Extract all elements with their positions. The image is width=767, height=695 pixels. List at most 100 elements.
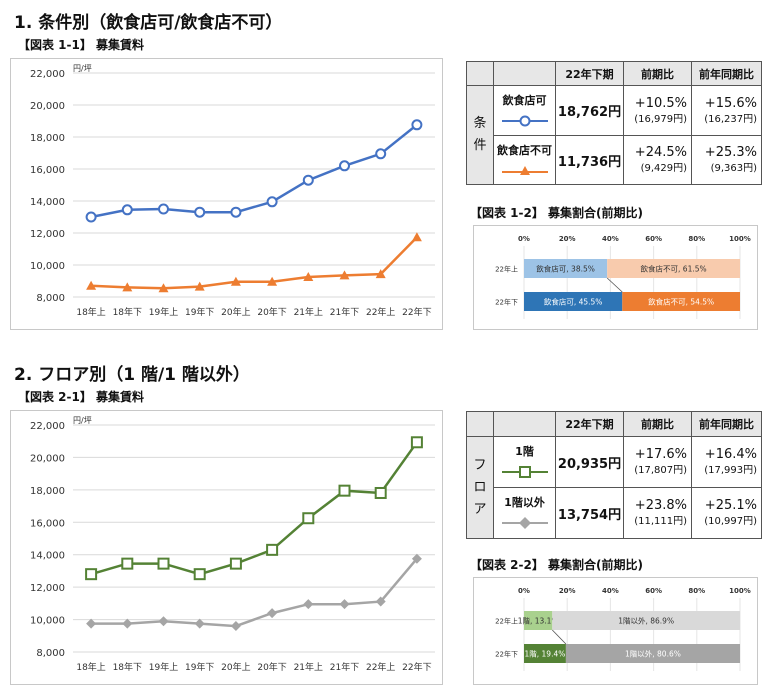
data-label: 1階, 13.1% bbox=[518, 616, 559, 626]
y-tick-label: 10,000 bbox=[30, 261, 65, 272]
col-header-period: 22年下期 bbox=[555, 411, 624, 437]
y-unit-label: 円/坪 bbox=[73, 64, 92, 73]
y-tick-label: 22,000 bbox=[30, 421, 65, 432]
data-point bbox=[411, 553, 422, 564]
data-point bbox=[85, 211, 97, 223]
x-tick-label: 19年下 bbox=[185, 306, 214, 318]
x-tick-label: 20年上 bbox=[221, 306, 250, 318]
series-line bbox=[90, 441, 418, 576]
connector-line bbox=[552, 629, 567, 645]
y-tick-label: 10,000 bbox=[30, 616, 65, 627]
data-point bbox=[85, 568, 98, 581]
y-tick-label: 18,000 bbox=[30, 133, 65, 144]
category-label: 22年上 bbox=[495, 617, 518, 626]
data-point bbox=[339, 160, 350, 172]
data-point bbox=[375, 148, 387, 160]
table-side-label: 条件 bbox=[466, 85, 494, 185]
x-tick-label: 19年上 bbox=[149, 661, 178, 673]
line-chart-2: 8,000 10,000 12,000 14,000 16,000 18,000 20,00… bbox=[30, 416, 435, 673]
x-tick-label: 18年上 bbox=[76, 306, 105, 318]
data-point bbox=[230, 276, 241, 286]
data-point bbox=[121, 204, 133, 216]
bar-segment bbox=[622, 292, 740, 311]
data-point bbox=[122, 282, 133, 292]
x-tick-label: 22年上 bbox=[366, 306, 395, 318]
x-tick-label: 20年下 bbox=[257, 306, 286, 318]
table-yoy: +15.6% (16,237円) bbox=[691, 85, 762, 136]
data-point bbox=[230, 621, 241, 632]
summary-table-2: 22年下期 前期比 前年同期比 フロア 1階 20,935円 +17.6% (17… bbox=[466, 411, 762, 539]
x-tick-label: 20年下 bbox=[257, 661, 286, 673]
data-point bbox=[122, 618, 133, 629]
category-label: 22年下 bbox=[495, 298, 518, 307]
x-tick-label: 80% bbox=[688, 587, 705, 595]
x-tick-label: 20年上 bbox=[221, 661, 250, 673]
table-value: 13,754円 bbox=[555, 487, 624, 539]
table-qoq: +17.6% (17,807円) bbox=[623, 436, 692, 488]
figure-1-2-label: 【図表 1-2】 募集割合(前期比) bbox=[470, 206, 644, 220]
x-tick-label: 60% bbox=[645, 587, 662, 595]
y-tick-label: 20,000 bbox=[30, 101, 65, 112]
category-label: 22年上 bbox=[495, 265, 518, 274]
data-point bbox=[303, 599, 314, 610]
legend-square-marker bbox=[501, 466, 548, 478]
series-line bbox=[90, 123, 418, 219]
bar-chart-2-panel: 0% 20% 40% 60% 80% 100% 22年上 1階, 13.1% 1階以外, 86.… bbox=[473, 577, 758, 685]
data-point bbox=[302, 174, 314, 186]
x-tick-label: 60% bbox=[645, 235, 662, 243]
table-yoy: +25.3% (9,363円) bbox=[691, 135, 762, 185]
data-point bbox=[267, 276, 278, 286]
data-point bbox=[194, 281, 205, 291]
y-tick-label: 8,000 bbox=[36, 648, 65, 659]
y-unit-label: 円/坪 bbox=[73, 416, 92, 425]
table-value: 11,736円 bbox=[555, 135, 624, 185]
y-tick-label: 16,000 bbox=[30, 518, 65, 529]
table-yoy: +25.1% (10,997円) bbox=[691, 487, 762, 539]
line-chart-1-panel: 8,000 10,000 12,000 14,000 16,000 18,000 20,00… bbox=[10, 58, 443, 330]
x-tick-label: 18年上 bbox=[76, 661, 105, 673]
data-point bbox=[339, 599, 350, 610]
table-qoq: +24.5% (9,429円) bbox=[623, 135, 692, 185]
table-corner bbox=[466, 411, 494, 437]
x-tick-label: 0% bbox=[518, 235, 530, 243]
data-point bbox=[86, 280, 97, 290]
x-tick-label: 21年下 bbox=[330, 661, 359, 673]
y-tick-label: 12,000 bbox=[30, 229, 65, 240]
x-tick-label: 40% bbox=[602, 587, 619, 595]
x-tick-label: 20% bbox=[559, 235, 576, 243]
x-tick-label: 18年下 bbox=[113, 661, 142, 673]
x-tick-label: 22年下 bbox=[402, 661, 431, 673]
data-point bbox=[121, 557, 134, 570]
data-label: 1階以外, 86.9% bbox=[618, 616, 674, 626]
x-tick-label: 80% bbox=[688, 235, 705, 243]
y-tick-label: 14,000 bbox=[30, 197, 65, 208]
x-tick-label: 19年上 bbox=[149, 306, 178, 318]
figure-1-1-label: 【図表 1-1】 募集賃料 bbox=[18, 38, 145, 52]
table-row-label: 1階以外 bbox=[493, 487, 556, 539]
table-corner bbox=[493, 61, 556, 86]
bar-segment bbox=[552, 611, 740, 630]
x-tick-label: 21年上 bbox=[294, 306, 323, 318]
data-point bbox=[158, 203, 169, 215]
figure-2-2-label: 【図表 2-2】 募集割合(前期比) bbox=[470, 558, 644, 572]
connector-line bbox=[606, 277, 623, 293]
data-point bbox=[339, 270, 350, 280]
x-tick-label: 0% bbox=[518, 587, 530, 595]
table-row-label: 飲食店可 bbox=[493, 85, 556, 136]
x-tick-label: 20% bbox=[559, 587, 576, 595]
data-point bbox=[267, 608, 278, 619]
table-row-label: 飲食店不可 bbox=[493, 135, 556, 185]
line-chart-1: 8,000 10,000 12,000 14,000 16,000 18,000 20,00… bbox=[30, 64, 435, 318]
y-tick-label: 18,000 bbox=[30, 486, 65, 497]
data-point bbox=[230, 206, 242, 218]
data-label: 飲食店不可, 54.5% bbox=[648, 297, 714, 307]
x-tick-label: 100% bbox=[729, 235, 751, 243]
y-tick-label: 8,000 bbox=[36, 293, 65, 304]
table-side-label: フロア bbox=[466, 436, 494, 539]
data-point bbox=[374, 486, 387, 499]
data-point bbox=[411, 119, 423, 131]
col-header-period: 22年下期 bbox=[555, 61, 624, 86]
data-point bbox=[411, 232, 422, 242]
col-header-qoq: 前期比 bbox=[623, 411, 692, 437]
x-tick-label: 18年下 bbox=[113, 306, 142, 318]
